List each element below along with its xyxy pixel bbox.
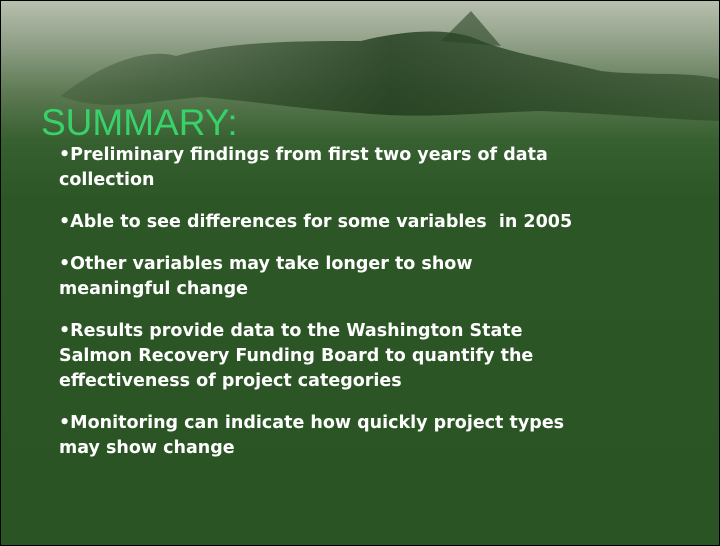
slide: SUMMARY: •Preliminary findings from firs…	[0, 0, 720, 546]
bullet-list: •Preliminary findings from first two yea…	[59, 143, 572, 478]
bullet-line: effectiveness of project categories	[59, 369, 572, 394]
bullet: •Monitoring can indicate how quickly pro…	[59, 411, 572, 461]
bullet: •Preliminary findings from first two yea…	[59, 143, 572, 193]
bullet: •Other variables may take longer to show…	[59, 252, 572, 302]
bullet-line: •Preliminary findings from first two yea…	[59, 143, 572, 168]
bullet-line: •Monitoring can indicate how quickly pro…	[59, 411, 572, 436]
bullet-line: •Results provide data to the Washington …	[59, 319, 572, 344]
bullet: •Results provide data to the Washington …	[59, 319, 572, 394]
fish-fin	[441, 11, 501, 46]
bullet-line: meaningful change	[59, 277, 572, 302]
bullet: •Able to see differences for some variab…	[59, 210, 572, 235]
bullet-line: may show change	[59, 436, 572, 461]
bullet-line: collection	[59, 168, 572, 193]
bullet-line: •Able to see differences for some variab…	[59, 210, 572, 235]
bullet-line: •Other variables may take longer to show	[59, 252, 572, 277]
slide-title: SUMMARY:	[41, 102, 238, 144]
bullet-line: Salmon Recovery Funding Board to quantif…	[59, 344, 572, 369]
